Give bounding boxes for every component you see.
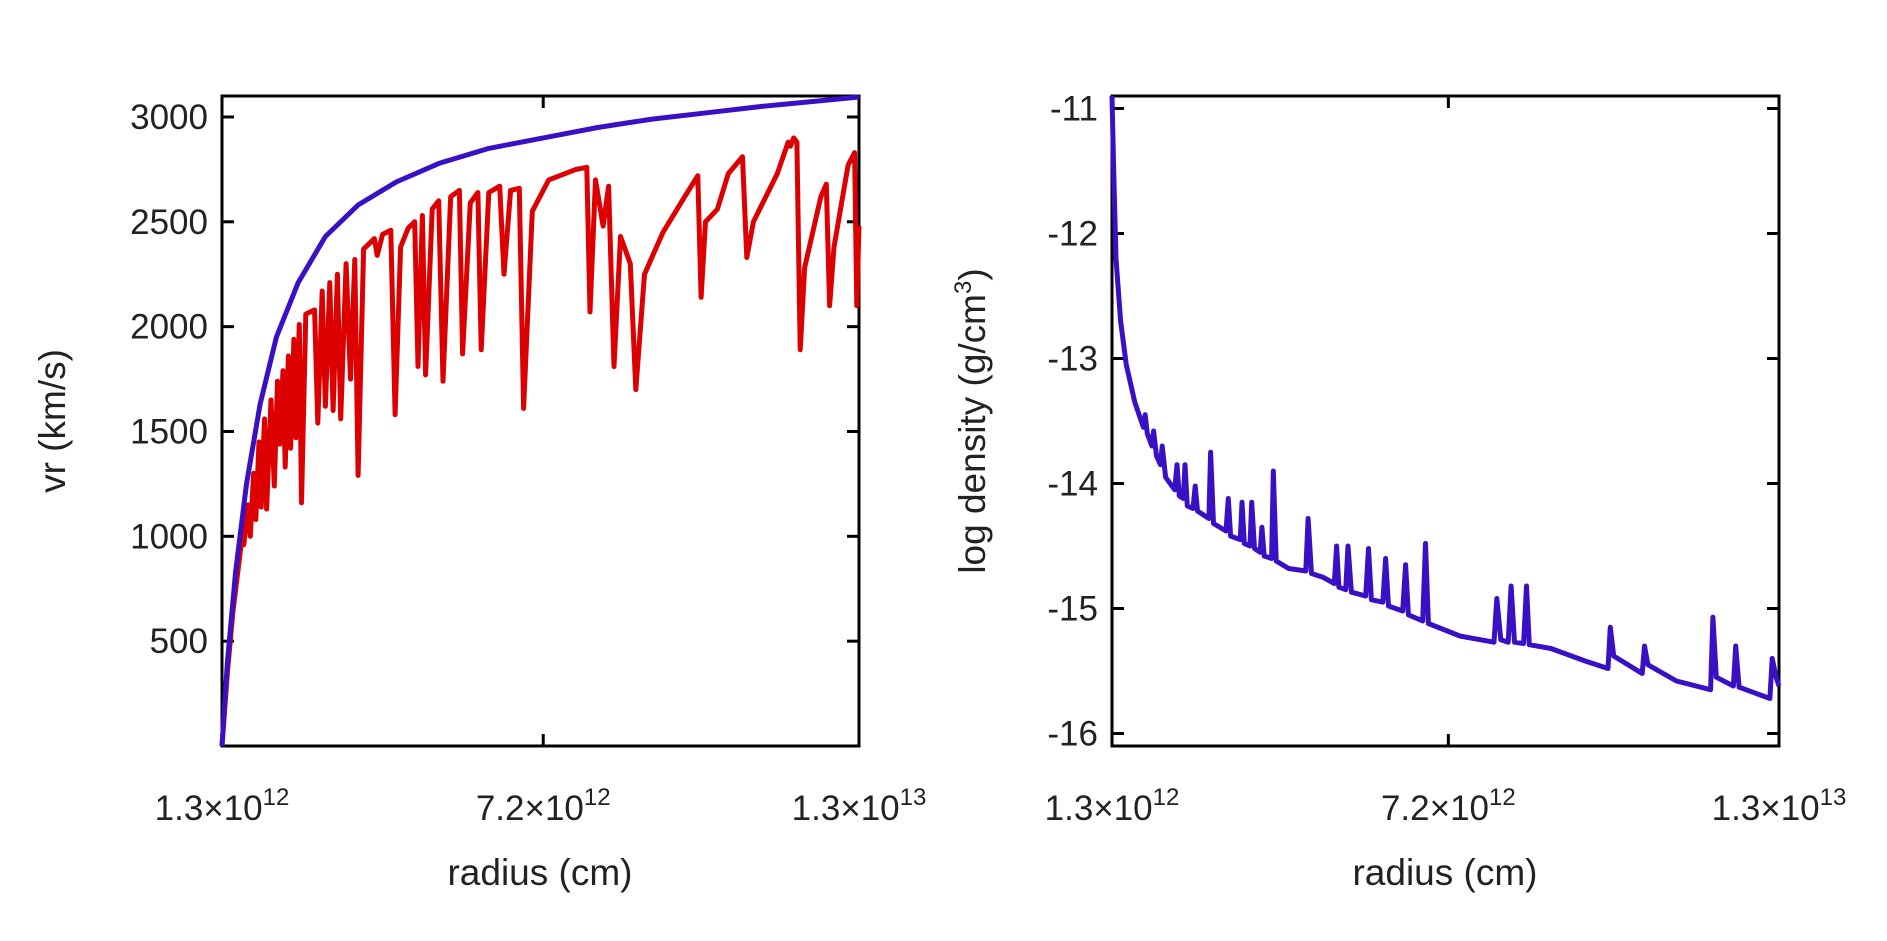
y-tick-label: -13 bbox=[1047, 340, 1098, 379]
x-tick-label: 1.3×1012 bbox=[1045, 784, 1180, 828]
velocity-smooth-line bbox=[219, 94, 860, 747]
x-tick-label-mantissa: 1.3×10 bbox=[1712, 789, 1820, 828]
y-tick-label: 2000 bbox=[130, 308, 208, 347]
velocity-shocked-line bbox=[219, 135, 862, 747]
left-x-tick-labels: 1.3×1012 7.2×1012 1.3×1013 bbox=[155, 784, 927, 828]
left-series bbox=[219, 94, 862, 747]
y-tick-label: -16 bbox=[1047, 715, 1098, 754]
right-y-axis-label-close: ) bbox=[952, 268, 993, 280]
x-tick-label-mantissa: 7.2×10 bbox=[1381, 789, 1489, 828]
y-tick-label: 1000 bbox=[130, 517, 208, 556]
y-tick-label: 3000 bbox=[130, 98, 208, 137]
x-tick-label: 1.3×1013 bbox=[792, 784, 927, 828]
right-tick-marks bbox=[1110, 96, 1781, 746]
right-chart: -16-15-14-13-12-11 1.3×1012 7.2×1012 1.3×1… bbox=[950, 90, 1846, 894]
right-plot-frame bbox=[1110, 94, 1781, 748]
right-x-axis-label: radius (cm) bbox=[1352, 852, 1537, 893]
x-tick-label-exponent: 12 bbox=[584, 784, 611, 811]
right-y-axis-label: log density (g/cm3) bbox=[950, 268, 993, 573]
y-tick-label: 2500 bbox=[130, 203, 208, 242]
right-y-tick-labels: -16 -15 -14 -13 -12 -11 bbox=[1047, 90, 1098, 754]
right-x-tick-labels: 1.3×1012 7.2×1012 1.3×1013 bbox=[1045, 784, 1847, 828]
y-tick-label: -14 bbox=[1047, 465, 1098, 504]
right-y-axis-label-superscript: 3 bbox=[950, 281, 977, 294]
x-tick-label-mantissa: 1.3×10 bbox=[155, 789, 263, 828]
x-tick-label-exponent: 13 bbox=[900, 784, 927, 811]
left-x-axis-label: radius (cm) bbox=[447, 852, 632, 893]
x-tick-label-exponent: 12 bbox=[1489, 784, 1516, 811]
y-tick-label: -12 bbox=[1047, 215, 1098, 254]
x-tick-label: 7.2×1012 bbox=[1381, 784, 1516, 828]
x-tick-label-exponent: 13 bbox=[1820, 784, 1847, 811]
y-tick-label: -15 bbox=[1047, 590, 1098, 629]
left-y-axis-label: vr (km/s) bbox=[32, 349, 73, 493]
y-tick-label: 1500 bbox=[130, 412, 208, 451]
x-tick-label: 7.2×1012 bbox=[476, 784, 611, 828]
left-y-tick-labels: 500 1000 1500 2000 2500 3000 bbox=[130, 98, 208, 661]
right-y-axis-label-main: log density (g/cm bbox=[952, 294, 993, 574]
x-tick-label: 1.3×1013 bbox=[1712, 784, 1847, 828]
x-tick-label-exponent: 12 bbox=[1153, 784, 1180, 811]
y-tick-label: -11 bbox=[1050, 90, 1098, 129]
x-tick-label: 1.3×1012 bbox=[155, 784, 290, 828]
y-tick-label: 500 bbox=[150, 622, 208, 661]
x-tick-label-mantissa: 1.3×10 bbox=[1045, 789, 1153, 828]
density-line bbox=[1109, 95, 1782, 701]
x-tick-label-mantissa: 7.2×10 bbox=[476, 789, 584, 828]
left-plot-frame bbox=[220, 94, 861, 748]
right-series bbox=[1109, 95, 1782, 701]
x-tick-label-exponent: 12 bbox=[263, 784, 290, 811]
x-tick-label-mantissa: 1.3×10 bbox=[792, 789, 900, 828]
